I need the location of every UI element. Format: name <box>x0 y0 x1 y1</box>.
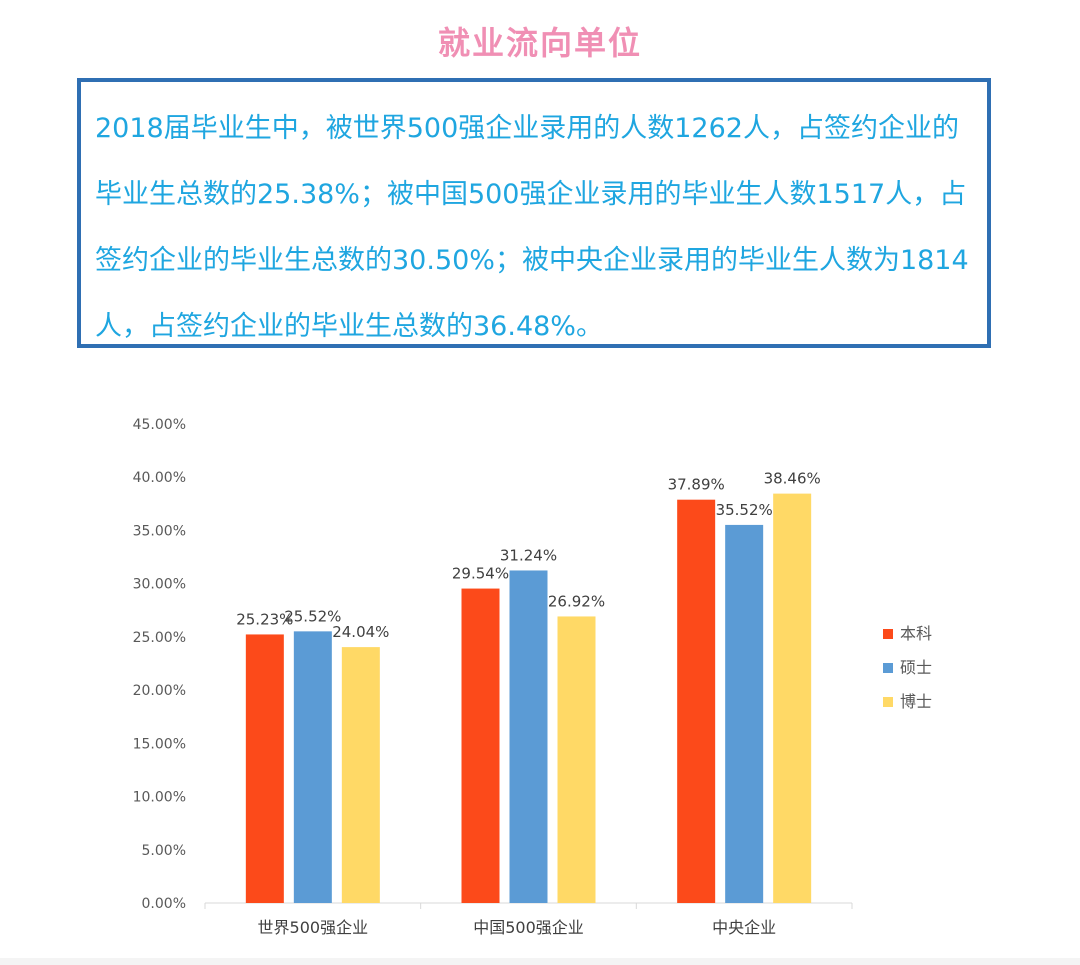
bar-本科 <box>245 634 284 903</box>
bottom-edge <box>0 958 1080 965</box>
data-label: 37.89% <box>668 476 725 494</box>
bar-本科 <box>677 499 716 903</box>
x-tick-label: 中央企业 <box>712 918 776 937</box>
bar-本科 <box>461 588 500 903</box>
bar-博士 <box>557 616 596 903</box>
data-label: 35.52% <box>716 501 773 519</box>
data-label: 31.24% <box>500 546 557 564</box>
y-tick-label: 35.00% <box>133 523 186 539</box>
y-tick-label: 15.00% <box>133 736 186 752</box>
x-tick-label: 中国500强企业 <box>473 918 584 937</box>
data-label: 25.23% <box>236 610 293 628</box>
bar-硕士 <box>725 524 764 903</box>
data-label: 29.54% <box>452 565 509 583</box>
y-tick-label: 25.00% <box>133 630 186 646</box>
legend-swatch-硕士 <box>883 663 893 673</box>
intro-text: 2018届毕业生中，被世界500强企业录用的人数1262人，占签约企业的毕业生总… <box>95 113 969 342</box>
data-label: 24.04% <box>332 623 389 641</box>
y-tick-label: 20.00% <box>133 683 186 699</box>
data-label: 38.46% <box>764 470 821 488</box>
bar-博士 <box>341 647 380 903</box>
chart-svg: 0.00% 5.00% 10.00% 15.00% 20.00% 25.00% 30.00%… <box>133 417 932 937</box>
y-tick-label: 10.00% <box>133 790 186 806</box>
legend-swatch-博士 <box>883 697 893 707</box>
page-title: 就业流向单位 <box>437 24 642 62</box>
bar-博士 <box>773 493 812 903</box>
legend-label: 博士 <box>900 692 932 711</box>
y-tick-label: 5.00% <box>142 843 186 859</box>
intro-box: 2018届毕业生中，被世界500强企业录用的人数1262人，占签约企业的毕业生总… <box>77 78 991 348</box>
x-tick-label: 世界500强企业 <box>258 918 369 937</box>
y-tick-label: 30.00% <box>133 577 186 593</box>
legend-label: 本科 <box>900 624 932 643</box>
y-tick-label: 40.00% <box>133 470 186 486</box>
data-label: 25.52% <box>284 607 341 625</box>
legend-label: 硕士 <box>900 658 932 677</box>
data-label: 26.92% <box>548 592 605 610</box>
bar-硕士 <box>509 570 548 903</box>
y-tick-label: 45.00% <box>133 417 186 433</box>
y-tick-label: 0.00% <box>142 896 186 912</box>
bar-硕士 <box>293 631 332 903</box>
legend-swatch-本科 <box>883 629 893 639</box>
bar-chart: 0.00% 5.00% 10.00% 15.00% 20.00% 25.00% 30.00%… <box>0 400 1080 960</box>
